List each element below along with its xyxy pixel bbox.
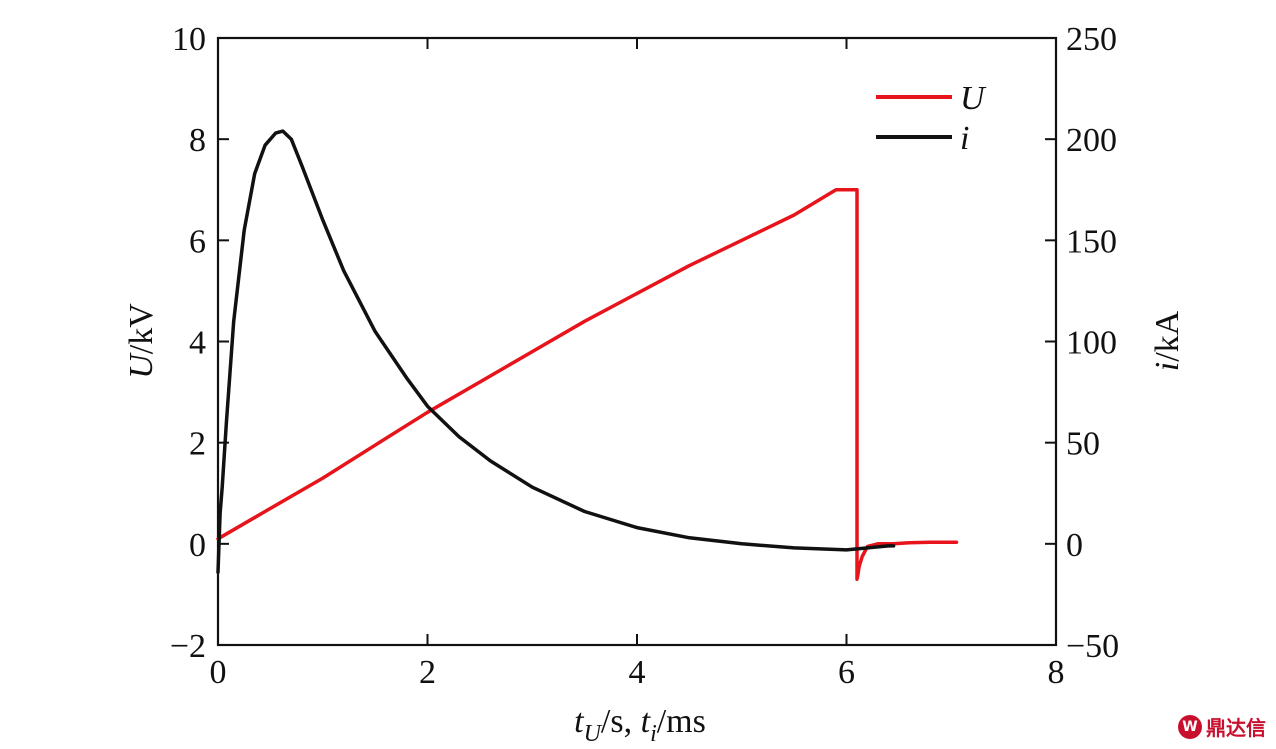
y-tick-label-left: 10: [172, 21, 206, 58]
y-tick-label-right: 200: [1066, 122, 1117, 159]
y-tick-label-left: 4: [189, 325, 206, 362]
y-tick-label-right: 50: [1066, 426, 1100, 463]
y-tick-label-left: 6: [189, 223, 206, 260]
y-tick-label-left: 2: [189, 426, 206, 463]
y-tick-label-left: 0: [189, 527, 206, 564]
y-tick-label-left: 8: [189, 122, 206, 159]
watermark-logo-icon: W: [1178, 714, 1202, 739]
y-tick-label-right: 250: [1066, 21, 1117, 58]
watermark-text: 鼎达信: [1206, 716, 1266, 740]
series-line-i: [216, 129, 896, 574]
x-tick-label: 2: [419, 654, 436, 691]
y-tick-label-right: 0: [1066, 527, 1083, 564]
x-tick-label: 8: [1048, 654, 1065, 691]
x-axis-title: tU/s, ti/ms: [574, 703, 706, 747]
y-tick-label-right: 100: [1066, 325, 1117, 362]
plot-frame: [216, 36, 1058, 647]
y-axis-right-title: i/kA: [1149, 310, 1186, 371]
watermark: W 鼎达信: [1178, 712, 1266, 741]
series-line-u: [216, 188, 959, 581]
legend-label-i: i: [960, 120, 969, 157]
legend: U i: [876, 80, 987, 157]
y-tick-label-right: 150: [1066, 223, 1117, 260]
x-tick-label: 6: [838, 654, 855, 691]
y-tick-label-right: −50: [1066, 628, 1119, 665]
legend-label-u: U: [960, 80, 987, 117]
x-tick-label: 0: [210, 654, 227, 691]
y-tick-label-left: −2: [170, 628, 206, 665]
x-tick-label: 4: [629, 654, 646, 691]
y-axis-left-title: U/kV: [123, 303, 160, 379]
